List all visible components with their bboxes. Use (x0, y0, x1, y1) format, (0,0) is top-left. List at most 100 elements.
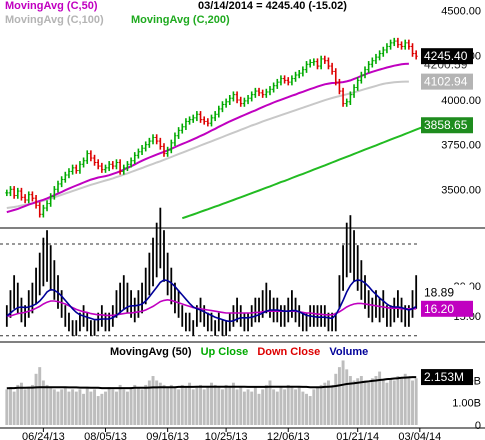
volume-bar (125, 391, 129, 425)
volume-legend: MovingAvg (50) Up Close Down Close Volum… (110, 346, 368, 359)
volume-bar (221, 389, 224, 425)
volume-bar (78, 389, 82, 425)
volume-panel (5, 360, 418, 425)
volume-bar (118, 384, 122, 425)
volume-bar (41, 380, 45, 425)
value-tag-layer: 4200.594245.404102.943858.6518.8916.202.… (421, 48, 473, 386)
volume-bar (396, 376, 400, 425)
volume-bar (367, 382, 371, 425)
tag-last-price: 4245.40 (424, 49, 468, 63)
volume-bar (93, 389, 97, 425)
tag-ma100-background (421, 73, 473, 90)
volume-bar (378, 371, 382, 425)
volume-bar (63, 387, 67, 425)
volume-y-tick-label: 1.00B (452, 398, 481, 410)
volume-bar (140, 389, 144, 425)
volume-bar (235, 389, 239, 425)
volume-bar (202, 389, 206, 425)
volume-bar (151, 376, 155, 425)
volume-bar (261, 389, 265, 425)
volume-bar (23, 389, 27, 425)
volume-bar (111, 389, 115, 425)
volume-bar (326, 380, 330, 425)
volume-bar (272, 389, 276, 425)
volume-bar (122, 389, 126, 425)
tag-ma100: 4102.94 (424, 75, 468, 89)
volume-bar (275, 391, 279, 425)
volume-bar (330, 384, 334, 425)
volume-bar (169, 384, 173, 425)
tag-last-price-background (421, 48, 473, 65)
legend-up-close: Up Close (200, 346, 249, 358)
legend-ma200-label: MovingAvg (C,200) (131, 14, 230, 26)
x-tick-label: 12/06/13 (267, 431, 310, 440)
volume-bar (115, 391, 118, 425)
volume-bar (30, 384, 34, 425)
volume-bar (224, 384, 228, 425)
volume-bar (400, 378, 404, 425)
volume-bar (239, 387, 243, 425)
volume-bar (359, 376, 363, 425)
volume-bar (100, 393, 104, 425)
ma200-line (181, 124, 431, 220)
price-y-tick-label: 3500.00 (441, 184, 481, 196)
axis-layer: 4500.004250.004000.003750.003500.0020.00… (22, 6, 481, 440)
volume-bar (158, 382, 162, 425)
x-tick-label: 08/05/13 (84, 431, 127, 440)
volume-bar (264, 384, 268, 425)
legend-ma200: MovingAvg (C,200) (131, 14, 230, 27)
volume-bar (370, 378, 374, 425)
volume-bar (290, 387, 294, 425)
volume-bar (71, 389, 75, 425)
volume-bar (184, 387, 188, 425)
volume-bar (188, 382, 192, 425)
volume-bar (337, 367, 341, 425)
volume-bar (180, 384, 184, 425)
volume-bar (19, 382, 23, 425)
volume-bar (144, 384, 148, 425)
volume-bar (411, 380, 414, 425)
volume-bar (56, 391, 60, 425)
volume-bar (206, 387, 210, 425)
volume-bar (45, 384, 49, 425)
tag-indicator-last-background (421, 284, 473, 301)
volume-bar (305, 393, 308, 425)
tag-indicator-ma-background (421, 300, 473, 317)
volume-bar (286, 384, 290, 425)
volume-bar (195, 387, 199, 425)
volume-bar (213, 384, 217, 425)
volume-bar (49, 387, 53, 425)
volume-bar (173, 387, 177, 425)
volume-ma-line (6, 376, 417, 390)
volume-bar (242, 391, 246, 425)
legend-ma50-label: MovingAvg (C,50) (5, 0, 98, 12)
volume-bar (257, 393, 261, 425)
volume-bar (199, 384, 202, 425)
volume-bar (177, 389, 181, 425)
volume-bar (283, 389, 287, 425)
volume-bar (352, 380, 356, 425)
price-y-tick-label: 3750.00 (441, 140, 481, 152)
x-tick-label: 03/04/14 (398, 431, 441, 440)
volume-bar (268, 380, 272, 425)
volume-bar (414, 378, 418, 425)
tag-ma200: 3858.65 (424, 118, 468, 132)
indicator-panel (5, 207, 418, 336)
price-quote: 03/14/2014 = 4245.40 (-15.02) (198, 0, 347, 13)
volume-bar (403, 373, 407, 425)
volume-bar (52, 389, 56, 425)
x-tick-label: 01/21/14 (336, 431, 379, 440)
volume-bar (301, 391, 305, 425)
volume-bar (38, 367, 42, 425)
volume-bar (210, 382, 213, 425)
volume-bar (129, 387, 133, 425)
volume-bar (341, 360, 345, 425)
tag-volume-ma-background (421, 369, 473, 386)
volume-bar (5, 389, 9, 425)
volume-bar (228, 387, 232, 425)
tag-volume-ma: 2.153M (424, 370, 464, 384)
volume-bar (67, 391, 71, 425)
volume-bar (308, 396, 312, 425)
volume-bar (356, 378, 360, 425)
